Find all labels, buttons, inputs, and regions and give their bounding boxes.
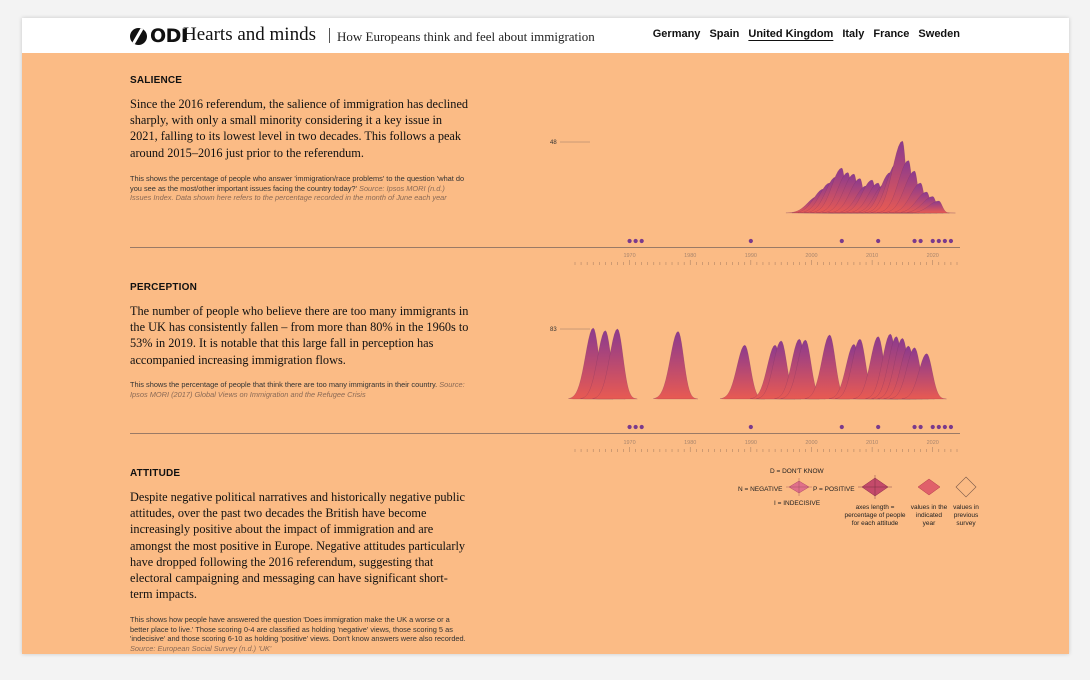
election-dot-2005[interactable] bbox=[839, 424, 844, 430]
decade-label-2010: 2010 bbox=[866, 253, 878, 259]
page-frame: ODI Hearts and minds How Europeans think… bbox=[22, 18, 1069, 654]
perception-section: PERCEPTION The number of people who beli… bbox=[130, 282, 960, 452]
decade-label-2020: 2020 bbox=[927, 253, 939, 259]
perception-note: This shows the percentage of people that… bbox=[130, 380, 468, 399]
decade-label-1980: 1980 bbox=[684, 253, 696, 259]
attitude-section: ATTITUDE Despite negative political narr… bbox=[130, 468, 979, 654]
election-dot-2018[interactable] bbox=[918, 238, 923, 244]
election-dot-2017[interactable] bbox=[912, 238, 917, 244]
decade-label-1970: 1970 bbox=[623, 440, 635, 446]
ridge-2021[interactable] bbox=[907, 200, 956, 214]
election-dot-1970[interactable] bbox=[627, 238, 632, 244]
salience-chart: 48 1970 1980 1990 2000 2010 2020 bbox=[550, 140, 958, 265]
attitude-note: This shows how people have answered the … bbox=[130, 615, 468, 653]
legend-previous-diamond-icon bbox=[955, 476, 977, 498]
salience-note-text: This shows the percentage of people who … bbox=[130, 174, 465, 193]
ridge-1989[interactable] bbox=[719, 344, 765, 400]
decade-label-1970: 1970 bbox=[623, 253, 635, 259]
attitude-source: Source: European Social Survey (n.d.) 'U… bbox=[130, 643, 272, 653]
salience-lead: Since the 2016 referendum, the salience … bbox=[130, 97, 469, 160]
election-dot-2005[interactable] bbox=[839, 238, 844, 244]
ridge-2019[interactable] bbox=[901, 353, 947, 400]
perception-lead: The number of people who believe there a… bbox=[130, 304, 469, 367]
legend-indicated-line3: year bbox=[923, 520, 936, 527]
salience-source: Source: Ipsos MORI (n.d.) Issues Index. … bbox=[130, 183, 447, 203]
site-subtitle: How Europeans think and feel about immig… bbox=[337, 29, 595, 44]
decade-label-2020: 2020 bbox=[927, 440, 939, 446]
legend-positive: P = POSITIVE bbox=[813, 486, 855, 493]
election-dot-1972[interactable] bbox=[639, 424, 644, 430]
perception-chart: 83 1970 1980 1990 2000 2010 2020 bbox=[550, 327, 958, 452]
election-dot-2011[interactable] bbox=[876, 424, 881, 430]
nav-united-kingdom[interactable]: United Kingdom bbox=[748, 28, 834, 40]
title-divider bbox=[329, 28, 330, 43]
salience-title: SALIENCE bbox=[130, 75, 183, 86]
legend-indecisive: I = INDECISIVE bbox=[774, 500, 821, 507]
salience-divider bbox=[130, 247, 960, 248]
decade-label-1990: 1990 bbox=[745, 253, 757, 259]
perception-divider bbox=[130, 433, 960, 434]
decade-label-2000: 2000 bbox=[805, 440, 817, 446]
nav-sweden[interactable]: Sweden bbox=[918, 28, 960, 40]
decade-label-1990: 1990 bbox=[745, 440, 757, 446]
attitude-lead: Despite negative political narratives an… bbox=[130, 490, 466, 602]
election-dot-2020[interactable] bbox=[930, 424, 935, 430]
election-dot-2011[interactable] bbox=[876, 238, 881, 244]
ridge-1968[interactable] bbox=[592, 328, 638, 400]
odi-logo[interactable]: ODI bbox=[130, 25, 188, 47]
legend-axes-line1: axes length = bbox=[856, 504, 895, 511]
salience-note: This shows the percentage of people who … bbox=[130, 174, 468, 203]
peak-value-label: 83 bbox=[550, 327, 557, 333]
decade-label-2000: 2000 bbox=[805, 253, 817, 259]
election-dot-1971[interactable] bbox=[633, 424, 638, 430]
election-dot-1970[interactable] bbox=[627, 424, 632, 430]
legend-indicated-diamond-icon bbox=[917, 478, 941, 496]
perception-title: PERCEPTION bbox=[130, 282, 198, 293]
election-dot-2021[interactable] bbox=[936, 238, 941, 244]
election-dot-1971[interactable] bbox=[633, 238, 638, 244]
salience-section: SALIENCE Since the 2016 referendum, the … bbox=[130, 75, 960, 265]
election-dot-2018[interactable] bbox=[918, 424, 923, 430]
logo-text: ODI bbox=[150, 25, 188, 47]
nav-germany[interactable]: Germany bbox=[652, 28, 701, 40]
legend-indicated-line2: indicated bbox=[916, 512, 942, 519]
nav-spain[interactable]: Spain bbox=[709, 28, 740, 40]
perception-source: Source: Ipsos MORI (2017) Global Views o… bbox=[130, 380, 465, 399]
legend-negative: N = NEGATIVE bbox=[738, 486, 783, 493]
peak-value-label: 48 bbox=[550, 140, 557, 146]
election-dot-2023[interactable] bbox=[948, 238, 954, 244]
election-dot-2022[interactable] bbox=[942, 238, 947, 244]
site-title[interactable]: Hearts and minds bbox=[183, 24, 316, 45]
election-dot-1990[interactable] bbox=[748, 238, 753, 244]
site-header: ODI Hearts and minds How Europeans think… bbox=[22, 18, 1069, 53]
election-dot-2023[interactable] bbox=[948, 424, 954, 430]
election-dot-1990[interactable] bbox=[748, 424, 753, 430]
decade-label-1980: 1980 bbox=[684, 440, 696, 446]
election-dot-2017[interactable] bbox=[912, 424, 917, 430]
decade-label-2010: 2010 bbox=[866, 440, 878, 446]
legend-previous-line2: previous bbox=[954, 512, 979, 519]
attitude-title: ATTITUDE bbox=[130, 468, 181, 479]
legend-indicated-line1: values in the bbox=[911, 504, 948, 511]
legend-previous-line3: survey bbox=[956, 520, 976, 527]
legend-previous-line1: values in bbox=[953, 504, 979, 511]
legend-dont-know: D = DON'T KNOW bbox=[770, 468, 825, 475]
attitude-legend: D = DON'T KNOW N = NEGATIVE P = POSITIVE… bbox=[738, 468, 979, 527]
country-nav: Germany Spain United Kingdom Italy Franc… bbox=[653, 28, 960, 40]
election-dot-2021[interactable] bbox=[936, 424, 941, 430]
nav-italy[interactable]: Italy bbox=[842, 28, 865, 40]
election-dot-2020[interactable] bbox=[930, 238, 935, 244]
ridge-1978[interactable] bbox=[653, 331, 698, 400]
perception-note-text: This shows the percentage of people that… bbox=[130, 380, 438, 389]
legend-axes-line2: percentage of people bbox=[844, 512, 905, 519]
attitude-note-text: This shows how people have answered the … bbox=[130, 615, 466, 644]
election-dot-1972[interactable] bbox=[639, 238, 644, 244]
legend-axes-line3: for each attitude bbox=[852, 520, 899, 527]
election-dot-2022[interactable] bbox=[942, 424, 947, 430]
nav-france[interactable]: France bbox=[873, 28, 910, 40]
odi-logo-icon bbox=[130, 27, 147, 45]
